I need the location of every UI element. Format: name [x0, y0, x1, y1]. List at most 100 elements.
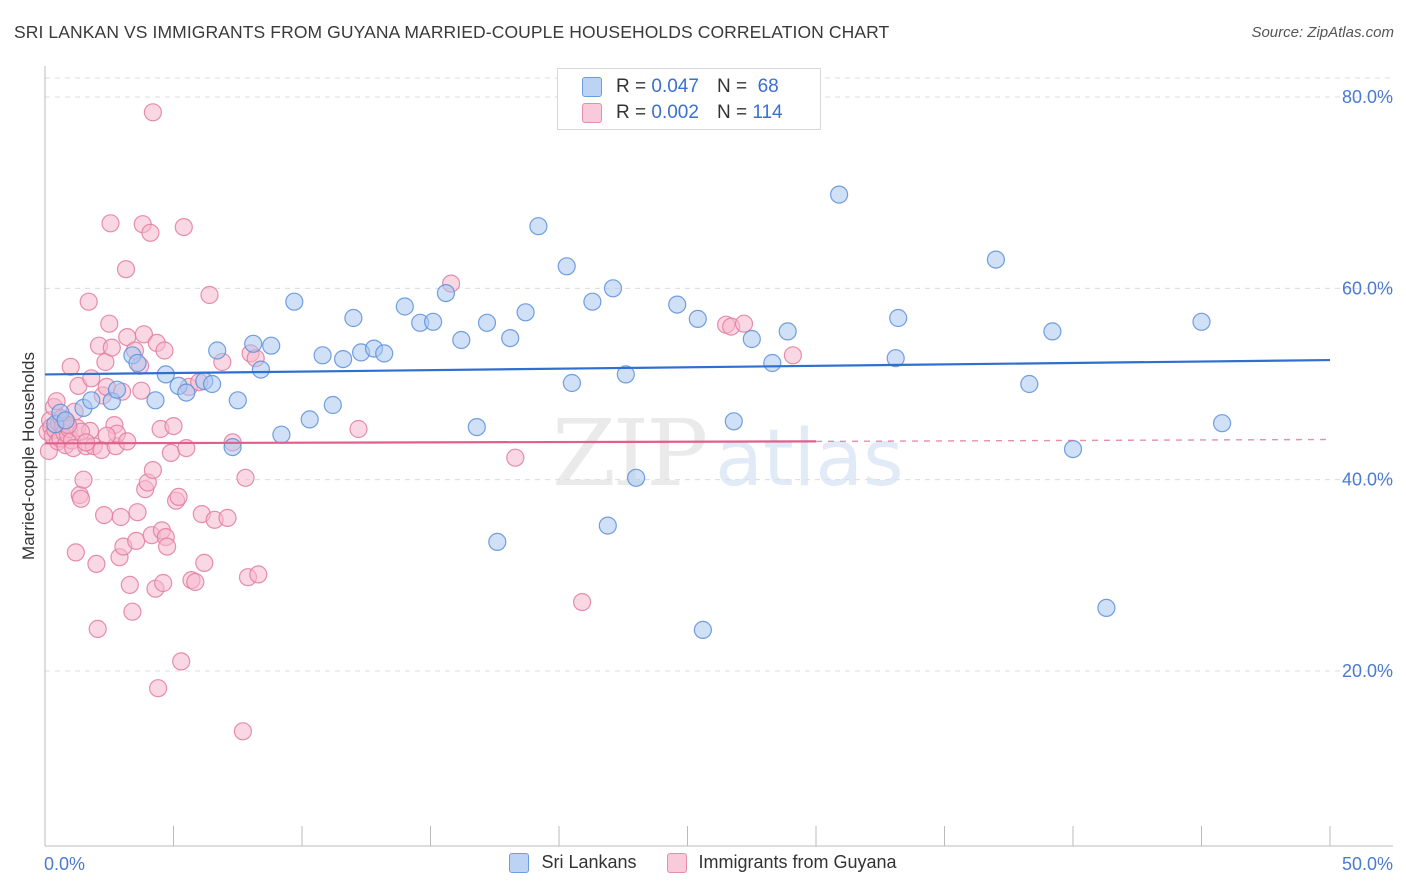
- sri-lankan-point-47: [616, 365, 635, 384]
- sri-lankan-point-65: [1212, 414, 1232, 433]
- watermark: ZIP atlas: [552, 400, 904, 507]
- sri-lankan-point-19: [251, 360, 270, 379]
- sri-lankan-point-18: [244, 334, 263, 353]
- guyana-point-53: [120, 575, 139, 595]
- legend-row-sri-lankans: R = 0.047 N = 68: [582, 75, 779, 99]
- legend-n-label: N =: [716, 102, 748, 123]
- guyana-point-56: [127, 531, 146, 551]
- guyana-point-92: [218, 508, 237, 528]
- sri-lankan-point-22: [285, 292, 304, 311]
- legend-item-guyana[interactable]: Immigrants from Guyana: [666, 852, 897, 873]
- guyana-point-102: [506, 448, 525, 467]
- sri-lankan-point-20: [262, 336, 281, 355]
- trend-line-guyana-extrapolated: [815, 438, 1331, 443]
- sri-lankan-point-40: [516, 303, 535, 322]
- guyana-point-26: [71, 489, 91, 508]
- sri-lankan-point-54: [763, 353, 782, 373]
- guyana-point-54: [123, 602, 142, 621]
- legend-swatch-pink: [582, 103, 602, 123]
- sri-lankan-point-55: [778, 322, 797, 341]
- sri-lankan-point-42: [557, 257, 576, 276]
- guyana-point-103: [572, 592, 592, 612]
- guyana-point-57: [128, 503, 147, 522]
- correlation-legend: R = 0.047 N = 68 R = 0.002 N = 114: [557, 68, 821, 130]
- sri-lankan-point-44: [583, 292, 602, 311]
- guyana-point-59: [132, 381, 151, 400]
- legend-r-label: R =: [616, 102, 647, 123]
- y-tick-label: 80.0%: [1342, 87, 1393, 107]
- sri-lankan-point-27: [344, 308, 363, 328]
- sri-lankan-point-61: [1043, 322, 1062, 341]
- guyana-point-38: [94, 505, 114, 525]
- legend-label: Sri Lankans: [541, 852, 637, 872]
- sri-lankan-point-15: [208, 341, 227, 360]
- tick-labels: 20.0% 40.0% 60.0% 80.0% 0.0% 50.0% Married-cou…: [19, 87, 1393, 874]
- guyana-point-76: [161, 443, 180, 462]
- y-axis-title: Married-couple Households: [19, 352, 38, 560]
- trend-line-guyana: [44, 440, 817, 445]
- sri-lankan-point-64: [1192, 312, 1211, 331]
- guyana-point-75: [158, 537, 177, 556]
- sri-lankan-point-34: [436, 284, 455, 303]
- guyana-point-33: [87, 554, 106, 574]
- legend-row-guyana: R = 0.002 N = 114: [582, 101, 783, 125]
- legend-n-label: N =: [716, 76, 748, 97]
- guyana-point-22: [66, 543, 85, 562]
- sri-lankan-point-49: [668, 295, 687, 314]
- guyana-point-100: [349, 419, 368, 439]
- guyana-point-85: [186, 572, 205, 592]
- legend-n-value: 68: [757, 76, 779, 97]
- guyana-point-64: [141, 223, 160, 242]
- sri-lankan-point-17: [228, 391, 247, 410]
- legend-item-sri-lankans[interactable]: Sri Lankans: [509, 852, 637, 873]
- sri-lankan-point-43: [562, 373, 582, 393]
- guyana-point-18: [61, 357, 80, 376]
- legend-r-value: 0.002: [651, 102, 699, 123]
- sri-lankan-point-30: [375, 344, 394, 363]
- guyana-point-94: [233, 722, 252, 741]
- sri-lankan-point-63: [1097, 598, 1116, 618]
- x-tick-label-min: 0.0%: [44, 854, 85, 874]
- chart-title: SRI LANKAN VS IMMIGRANTS FROM GUYANA MAR…: [14, 22, 890, 42]
- sri-lankan-point-6: [107, 380, 127, 399]
- sri-lankan-point-39: [501, 329, 520, 348]
- sri-lankan-point-10: [156, 365, 175, 384]
- sri-lankan-point-33: [424, 312, 443, 331]
- sri-lankan-point-58: [889, 308, 908, 328]
- guyana-point-29: [79, 292, 98, 311]
- guyana-point-27: [74, 470, 93, 489]
- guyana-point-95: [236, 468, 255, 487]
- sri-lankan-point-51: [693, 620, 713, 640]
- sri-lankan-point-57: [886, 349, 905, 368]
- guyana-point-69: [149, 679, 168, 698]
- series-sri-lankans: [46, 185, 1232, 640]
- series-legend: Sri Lankans Immigrants from Guyana: [0, 852, 1406, 873]
- guyana-point-34: [88, 619, 107, 639]
- guyana-point-72: [154, 573, 173, 593]
- sri-lankan-point-52: [724, 412, 743, 431]
- source-label: Source: ZipAtlas.com: [1251, 24, 1394, 41]
- sri-lankan-point-26: [334, 350, 353, 369]
- y-tick-label: 60.0%: [1342, 278, 1393, 298]
- guyana-point-73: [155, 341, 174, 360]
- legend-n-value: 114: [752, 102, 783, 123]
- sri-lankan-point-36: [467, 418, 486, 437]
- guyana-point-89: [200, 285, 219, 305]
- trend-lines: [44, 358, 1331, 445]
- watermark-zip: ZIP: [552, 400, 708, 507]
- sri-lankan-point-4: [82, 391, 101, 410]
- guyana-point-51: [116, 260, 136, 279]
- series-immigrants-from-guyana: [38, 103, 803, 741]
- guyana-point-80: [172, 652, 191, 671]
- guyana-point-81: [174, 218, 193, 237]
- sri-lankan-point-45: [598, 516, 617, 535]
- sri-lankan-point-37: [477, 313, 497, 332]
- guyana-point-99: [249, 565, 268, 584]
- sri-lankan-point-8: [128, 353, 147, 373]
- guyana-point-31: [82, 369, 101, 388]
- guyana-point-88: [195, 553, 214, 573]
- sri-lankan-point-24: [313, 346, 332, 365]
- sri-lankan-point-53: [742, 329, 761, 349]
- sri-lankan-point-56: [829, 185, 849, 204]
- sri-lankan-point-16: [223, 438, 242, 457]
